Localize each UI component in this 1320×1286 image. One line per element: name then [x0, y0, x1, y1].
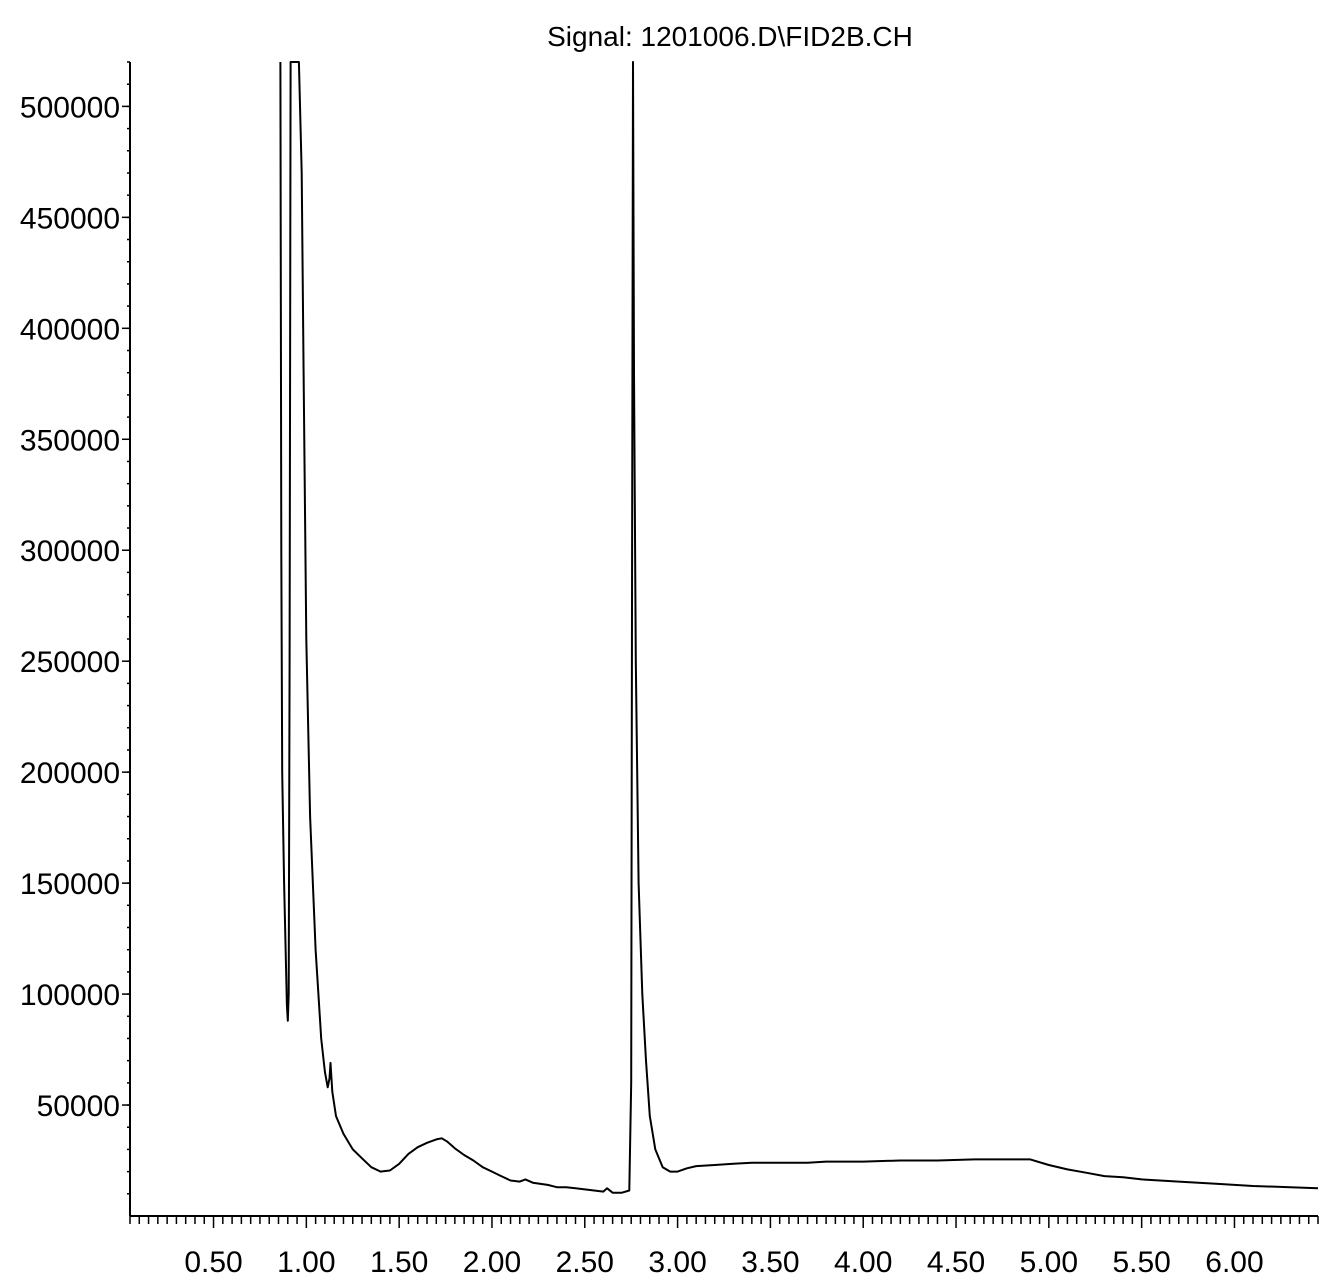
y-tick-label: 300000: [20, 535, 120, 568]
y-tick-label: 150000: [20, 868, 120, 901]
x-tick-label: 5.00: [1020, 1246, 1078, 1279]
y-tick-label: 500000: [20, 91, 120, 124]
x-tick-label: 3.00: [648, 1246, 706, 1279]
x-tick-label: 2.00: [463, 1246, 521, 1279]
x-tick-label: 4.00: [834, 1246, 892, 1279]
y-tick-label: 350000: [20, 424, 120, 457]
y-tick-label: 450000: [20, 202, 120, 235]
plot-area: [279, 61, 1319, 1194]
x-axis: 0.50 1.00 1.50 2.00 2.50 3.00 3.50 4.00 4.50 5.00…: [129, 1216, 1319, 1279]
chart-title: Signal: 1201006.D\FID2B.CH: [547, 21, 913, 52]
signal-trace: [279, 61, 1319, 1194]
x-tick-label: 4.50: [927, 1246, 985, 1279]
y-tick-label: 200000: [20, 757, 120, 790]
y-tick-label: 50000: [37, 1090, 120, 1123]
x-tick-label: 0.50: [184, 1246, 242, 1279]
x-tick-label: 6.00: [1205, 1246, 1263, 1279]
y-tick-label: 250000: [20, 646, 120, 679]
x-tick-label: 2.50: [556, 1246, 614, 1279]
x-tick-label: 1.00: [277, 1246, 335, 1279]
x-tick-label: 1.50: [370, 1246, 428, 1279]
x-tick-label: 3.50: [741, 1246, 799, 1279]
x-tick-label: 5.50: [1112, 1246, 1170, 1279]
y-axis: 50000 100000 150000 200000 250000 300000 35000…: [20, 61, 130, 1195]
y-tick-label: 400000: [20, 313, 120, 346]
y-tick-label: 100000: [20, 979, 120, 1012]
